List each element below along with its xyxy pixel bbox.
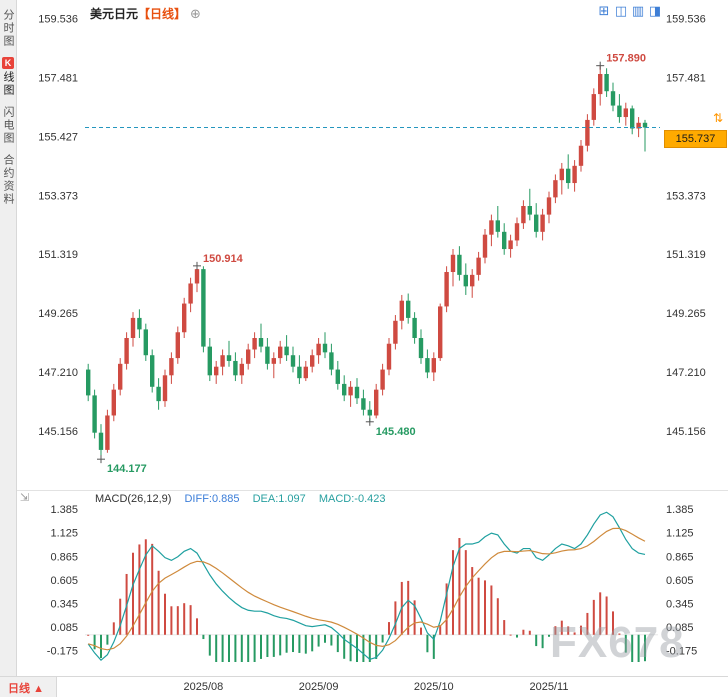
period-tag: 【日线】 — [138, 7, 187, 21]
svg-text:157.481: 157.481 — [38, 72, 78, 84]
price-axis: 159.536159.536157.481157.481155.427155.4… — [38, 13, 706, 438]
macd-histogram — [87, 538, 646, 662]
layout-rows-icon[interactable]: ▥ — [631, 3, 645, 18]
layout-two-pane-icon[interactable]: ◫ — [614, 3, 628, 18]
left-tab-bar: 分时图 K 线图 闪电图 合约资料 — [0, 0, 17, 697]
price-line-handle-icon[interactable]: ⇅ — [713, 111, 724, 125]
svg-text:151.319: 151.319 — [38, 249, 78, 261]
svg-text:157.481: 157.481 — [666, 72, 706, 84]
svg-text:151.319: 151.319 — [666, 249, 706, 261]
svg-text:0.605: 0.605 — [666, 575, 694, 587]
sidebar-item-label: 闪电图 — [2, 106, 14, 145]
bottom-axis-bar: 日线 ▲ 2025/08 2025/09 2025/10 2025/11 — [0, 676, 728, 697]
svg-text:145.480: 145.480 — [376, 426, 416, 438]
x-axis-label: 2025/11 — [529, 681, 569, 693]
x-axis-label: 2025/09 — [298, 681, 339, 693]
svg-text:0.865: 0.865 — [50, 551, 78, 563]
fx678-watermark: FX678 — [550, 618, 685, 667]
macd-lines — [87, 511, 646, 662]
svg-text:-0.175: -0.175 — [47, 646, 78, 658]
svg-text:145.156: 145.156 — [38, 426, 78, 438]
svg-text:153.373: 153.373 — [666, 190, 706, 202]
sidebar-item-label: 分时图 — [2, 9, 14, 48]
svg-text:0.605: 0.605 — [50, 575, 78, 587]
sidebar-item-contract-info[interactable]: 合约资料 — [0, 154, 16, 206]
svg-text:149.265: 149.265 — [38, 308, 78, 320]
current-price-tag: 155.737 — [664, 130, 727, 148]
sidebar-item-label: 合约资料 — [2, 154, 14, 206]
svg-text:0.085: 0.085 — [666, 622, 694, 634]
chart-layout-toolbar: ⊞ ◫ ▥ ◨ — [597, 3, 662, 18]
svg-text:155.427: 155.427 — [38, 131, 78, 143]
macd-dea-value: DEA:1.097 — [252, 493, 306, 505]
svg-text:153.373: 153.373 — [38, 190, 78, 202]
panel-resize-icon[interactable]: ⇲ — [20, 492, 30, 504]
svg-text:159.536: 159.536 — [666, 13, 706, 25]
macd-axis: 1.385 1.385 1.125 1.125 0.865 0.865 0.605 0.605… — [47, 504, 697, 658]
sidebar-item-time-chart[interactable]: 分时图 — [0, 9, 16, 48]
chart-header: 美元日元【日线】 ⊕ — [90, 5, 201, 22]
svg-text:0.085: 0.085 — [50, 622, 78, 634]
sidebar-item-kline-chart[interactable]: K 线图 — [0, 57, 16, 97]
svg-text:144.177: 144.177 — [107, 463, 147, 475]
period-selector-button[interactable]: 日线 ▲ — [0, 677, 57, 697]
instrument-title: 美元日元 — [90, 7, 139, 21]
period-label: 日线 — [8, 683, 30, 695]
svg-text:0.345: 0.345 — [50, 598, 78, 610]
svg-text:1.125: 1.125 — [666, 528, 694, 540]
period-arrow-icon: ▲ — [33, 683, 44, 695]
svg-text:149.265: 149.265 — [666, 308, 706, 320]
svg-text:150.914: 150.914 — [203, 253, 244, 265]
macd-diff-value: DIFF:0.885 — [184, 493, 240, 505]
svg-text:159.536: 159.536 — [38, 13, 78, 25]
sidebar-item-lightning-chart[interactable]: 闪电图 — [0, 106, 16, 145]
svg-text:147.210: 147.210 — [666, 367, 706, 379]
x-axis-label: 2025/08 — [183, 681, 224, 693]
add-indicator-icon[interactable]: ⊕ — [190, 6, 201, 21]
svg-text:1.385: 1.385 — [50, 504, 78, 516]
svg-text:145.156: 145.156 — [666, 426, 706, 438]
svg-text:147.210: 147.210 — [38, 367, 78, 379]
layout-half-pane-icon[interactable]: ◨ — [648, 3, 662, 18]
price-annotations: 144.177 150.914 145.480 157.890 — [97, 53, 646, 475]
svg-text:0.345: 0.345 — [666, 598, 694, 610]
svg-text:1.125: 1.125 — [50, 528, 78, 540]
macd-hist-value: MACD:-0.423 — [318, 493, 386, 505]
sidebar-item-label: 线图 — [2, 71, 14, 97]
svg-text:-0.175: -0.175 — [666, 646, 697, 658]
k-badge-icon: K — [2, 57, 14, 69]
candlestick-series — [86, 65, 648, 460]
svg-text:157.890: 157.890 — [606, 53, 646, 65]
svg-text:1.385: 1.385 — [666, 504, 694, 516]
macd-title: MACD(26,12,9) — [95, 493, 172, 505]
macd-legend: MACD(26,12,9) DIFF:0.885 DEA:1.097 MACD:… — [95, 493, 385, 505]
svg-text:0.865: 0.865 — [666, 551, 694, 563]
x-axis-label: 2025/10 — [413, 681, 454, 693]
layout-grid-icon[interactable]: ⊞ — [598, 3, 610, 18]
